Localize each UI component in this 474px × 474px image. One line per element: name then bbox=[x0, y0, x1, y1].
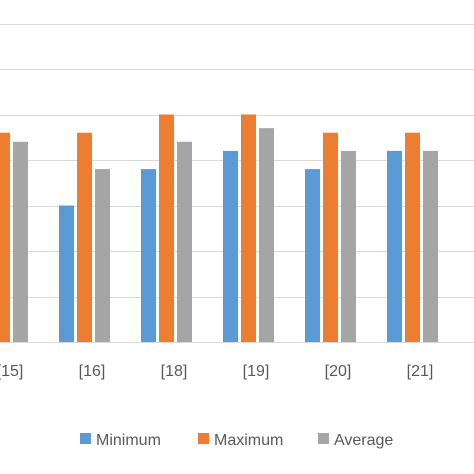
bar-average bbox=[259, 128, 274, 342]
x-tick-label: [16] bbox=[79, 363, 106, 380]
bar-maximum bbox=[0, 132, 10, 342]
bar-minimum bbox=[223, 150, 238, 342]
bar-maximum bbox=[77, 132, 92, 342]
x-tick-labels: [15] [16] [18] [19] [20] [21] bbox=[0, 363, 433, 380]
legend-label-maximum: Maximum bbox=[214, 432, 283, 449]
bar-average bbox=[177, 141, 192, 342]
bar-maximum bbox=[241, 114, 256, 342]
bar-average bbox=[423, 150, 438, 342]
x-tick-label: [21] bbox=[407, 363, 434, 380]
legend-label-minimum: Minimum bbox=[96, 432, 161, 449]
x-tick-label: [15] bbox=[0, 363, 23, 380]
legend-swatch-maximum bbox=[198, 433, 209, 444]
bars bbox=[0, 114, 438, 342]
legend-swatch-average bbox=[318, 433, 329, 444]
legend-swatch-minimum bbox=[80, 433, 91, 444]
bar-minimum bbox=[305, 169, 320, 342]
bar-average bbox=[341, 150, 356, 342]
bar-average bbox=[95, 169, 110, 342]
x-tick-label: [19] bbox=[243, 363, 270, 380]
bar-minimum bbox=[59, 205, 74, 342]
bar-minimum bbox=[141, 169, 156, 342]
x-tick-label: [20] bbox=[325, 363, 352, 380]
legend-label-average: Average bbox=[334, 432, 393, 449]
bar-maximum bbox=[405, 132, 420, 342]
legend: Minimum Maximum Average bbox=[80, 432, 393, 449]
bar-maximum bbox=[159, 114, 174, 342]
bar-maximum bbox=[323, 132, 338, 342]
bar-minimum bbox=[387, 150, 402, 342]
bar-average bbox=[13, 141, 28, 342]
x-tick-label: [18] bbox=[161, 363, 188, 380]
